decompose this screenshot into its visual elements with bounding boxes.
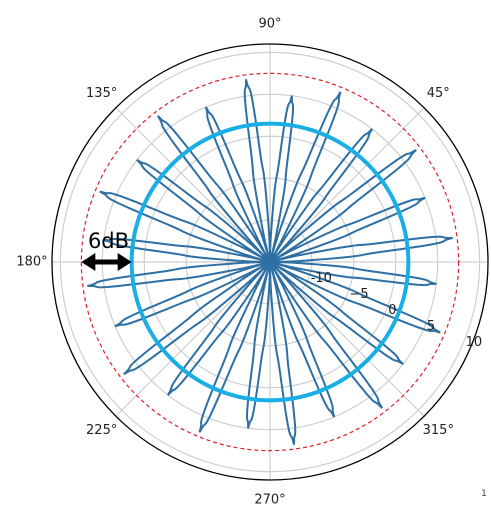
angle-tick-label-225: 225°	[86, 423, 117, 438]
pattern-trace	[87, 79, 453, 445]
angle-tick-label-180: 180°	[16, 255, 47, 270]
grid-spoke-3	[115, 107, 271, 263]
reference-circle-1	[80, 72, 460, 452]
annotation-label: 6dB	[88, 229, 129, 253]
corner-mark: 1	[481, 489, 487, 499]
grid-spoke-5	[115, 261, 271, 417]
annotation-arrowhead-right	[117, 253, 132, 271]
radial-tick-label-0: -10	[311, 271, 332, 286]
polar-frame	[51, 43, 489, 481]
angle-tick-label-90: 90°	[258, 17, 281, 32]
radiation-pattern	[87, 79, 453, 445]
radial-tick-label-2: 0	[388, 303, 396, 318]
angle-tick-label-270: 270°	[254, 493, 285, 508]
polar-grid	[51, 43, 489, 481]
annotation-arrowhead-left	[81, 253, 96, 271]
grid-spoke-7	[269, 261, 425, 417]
angle-tick-label-315: 315°	[423, 423, 454, 438]
radial-tick-label-4: 10	[466, 335, 483, 350]
annotations: 6dB	[81, 229, 132, 271]
grid-spoke-1	[269, 107, 425, 263]
axis-labels: 45° 90° 135° 180° 225° 270° 315° -10 −5 0 5 10 1	[16, 17, 487, 508]
radial-tick-label-1: −5	[349, 287, 368, 302]
annotation-6db: 6dB	[81, 229, 132, 271]
radial-tick-label-3: 5	[427, 319, 435, 334]
angle-tick-label-135: 135°	[86, 86, 117, 101]
angle-tick-label-45: 45°	[427, 86, 450, 101]
